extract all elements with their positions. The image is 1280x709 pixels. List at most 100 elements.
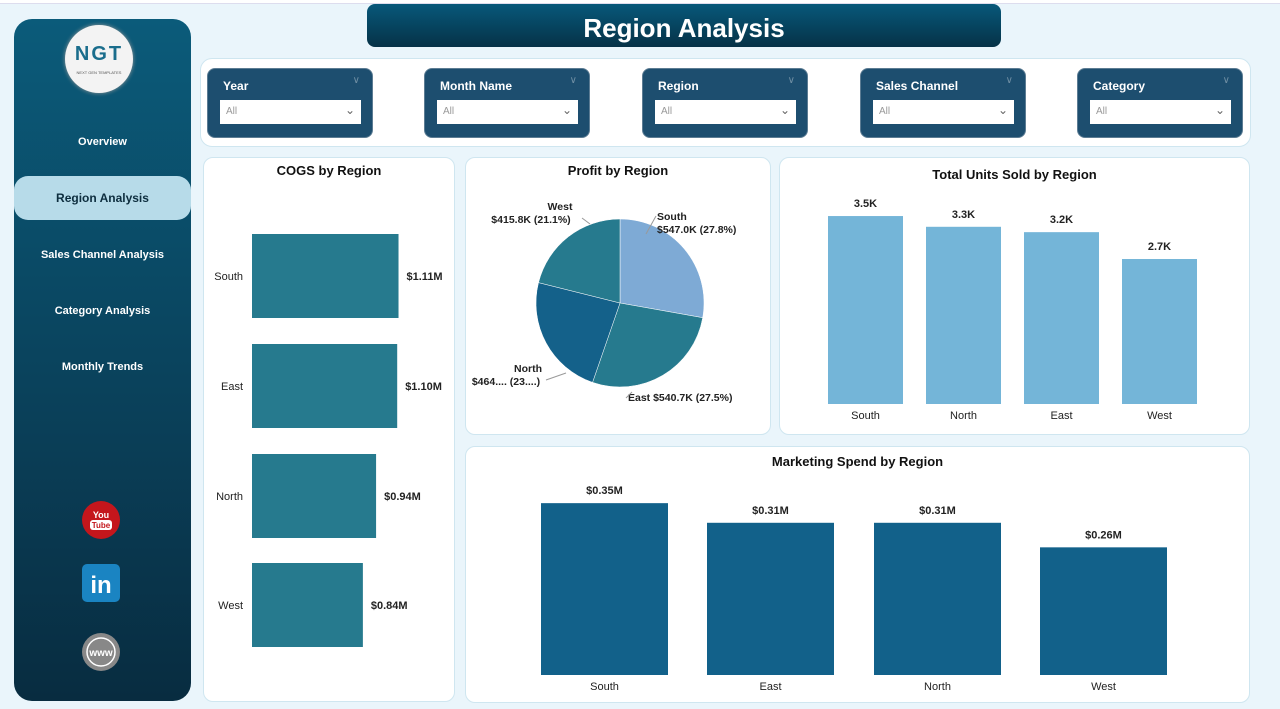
units-bar [1024, 232, 1099, 404]
svg-text:You: You [93, 510, 109, 520]
svg-text:in: in [90, 572, 111, 599]
logo: NGT NEXT GEN TEMPLATES [65, 25, 133, 93]
marketing-category-label: South [590, 681, 619, 693]
filter-dropdown[interactable]: All ⌄ [437, 100, 578, 124]
units-category-label: South [851, 410, 880, 422]
marketing-data-label: $0.26M [1085, 529, 1122, 541]
marketing-category-label: West [1091, 681, 1116, 693]
cogs-category-label: East [221, 381, 243, 393]
chevron-down-icon[interactable]: ∨ [1222, 75, 1230, 86]
chevron-down-icon: ⌄ [1214, 103, 1225, 117]
pie-data-label: West $415.8K (21.1%) [491, 201, 573, 226]
filter-month-name[interactable]: Month Name ∨ All ⌄ [424, 68, 590, 138]
units-category-label: West [1147, 410, 1172, 422]
cogs-chart: South $1.11M East $1.10M North $0.94M West $0.8… [214, 234, 443, 647]
chevron-down-icon[interactable]: ∨ [352, 75, 360, 86]
pie-slice-east [592, 302, 703, 388]
chevron-down-icon: ⌄ [561, 103, 572, 117]
website-icon[interactable]: www [81, 632, 121, 672]
pie-slice-south [619, 218, 705, 318]
svg-text:Tube: Tube [92, 521, 111, 530]
profit-card: Profit by Region South $547.0K (27.8%) Eas… [465, 157, 771, 435]
pie-leader-line [625, 391, 633, 399]
chevron-down-icon: ⌄ [779, 103, 790, 117]
filter-value: All [661, 106, 673, 117]
pie-data-label: South $547.0K (27.8%) [657, 211, 736, 236]
page-title: Region Analysis [367, 4, 1001, 47]
chevron-down-icon[interactable]: ∨ [1005, 75, 1013, 86]
marketing-category-label: North [924, 681, 951, 693]
units-title: Total Units Sold by Region [932, 167, 1097, 182]
filter-category[interactable]: Category ∨ All ⌄ [1077, 68, 1243, 138]
profit-title: Profit by Region [567, 163, 669, 178]
marketing-data-label: $0.31M [919, 505, 956, 517]
cogs-data-label: $1.11M [407, 271, 443, 283]
cogs-category-label: South [214, 271, 243, 283]
units-data-label: 3.5K [854, 198, 877, 210]
youtube-icon[interactable]: You Tube [81, 500, 121, 540]
cogs-category-label: West [218, 600, 243, 612]
sidebar: NGT NEXT GEN TEMPLATES Overview Region A… [14, 19, 191, 701]
cogs-category-label: North [216, 491, 243, 503]
filter-value: All [879, 106, 891, 117]
filter-dropdown[interactable]: All ⌄ [873, 100, 1014, 124]
units-bar [828, 216, 903, 404]
nav-category-analysis[interactable]: Category Analysis [54, 305, 151, 317]
units-bar [926, 226, 1001, 404]
marketing-bar [541, 503, 668, 675]
filter-year[interactable]: Year ∨ All ⌄ [207, 68, 373, 138]
linkedin-icon[interactable]: in [81, 563, 121, 603]
filter-value: All [226, 106, 238, 117]
cogs-data-label: $0.84M [371, 600, 408, 612]
cogs-bar [252, 344, 398, 428]
units-data-label: 3.3K [952, 209, 975, 221]
filter-dropdown[interactable]: All ⌄ [220, 100, 361, 124]
pie-leader-line [545, 372, 567, 381]
cogs-data-label: $1.10M [405, 381, 442, 393]
filter-dropdown[interactable]: All ⌄ [1090, 100, 1231, 124]
filter-label: Sales Channel [876, 79, 959, 93]
units-card: Total Units Sold by Region 3.5K South 3.3K… [779, 157, 1250, 435]
pie-leader-line [645, 215, 657, 235]
cogs-bar [252, 454, 377, 538]
chevron-down-icon[interactable]: ∨ [787, 75, 795, 86]
units-category-label: East [1050, 410, 1072, 422]
filter-label: Month Name [440, 79, 512, 93]
pie-data-label: East $540.7K (27.5%) [628, 392, 732, 404]
cogs-title: COGS by Region [276, 163, 382, 178]
units-bar [1122, 259, 1197, 404]
nav-overview[interactable]: Overview [78, 136, 127, 148]
marketing-data-label: $0.35M [586, 485, 623, 497]
svg-text:www: www [88, 648, 113, 659]
marketing-chart: $0.35M South $0.31M East $0.31M North $0.26M We… [541, 485, 1167, 693]
pie-slice-west [538, 218, 621, 304]
filter-label: Region [658, 79, 699, 93]
filter-label: Category [1093, 79, 1146, 93]
filter-label: Year [223, 79, 249, 93]
chevron-down-icon[interactable]: ∨ [569, 75, 577, 86]
cogs-card: COGS by Region South $1.11M East $1.10M Nort… [203, 157, 455, 702]
nav-sales-channel-analysis[interactable]: Sales Channel Analysis [40, 249, 165, 261]
filter-sales-channel[interactable]: Sales Channel ∨ All ⌄ [860, 68, 1026, 138]
chevron-down-icon: ⌄ [997, 103, 1008, 117]
profit-chart: South $547.0K (27.8%) East $540.7K (27.5%)… [472, 201, 737, 404]
units-category-label: North [950, 410, 977, 422]
marketing-title: Marketing Spend by Region [771, 454, 944, 469]
filter-value: All [1096, 106, 1108, 117]
filter-panel: Year ∨ All ⌄ Month Name ∨ All ⌄ Region ∨ All ⌄ Sales… [200, 58, 1251, 147]
marketing-bar [707, 522, 834, 675]
nav-region-analysis[interactable]: Region Analysis [14, 176, 191, 220]
units-chart: 3.5K South 3.3K North 3.2K East 2.7K West [828, 198, 1197, 422]
filter-dropdown[interactable]: All ⌄ [655, 100, 796, 124]
pie-slice-north [535, 282, 621, 383]
pie-data-label: North $464.... (23....) [472, 363, 542, 388]
marketing-bar [874, 522, 1001, 675]
cogs-bar [252, 563, 363, 647]
cogs-data-label: $0.94M [384, 491, 421, 503]
cogs-bar [252, 234, 399, 318]
nav-monthly-trends[interactable]: Monthly Trends [61, 361, 144, 373]
marketing-category-label: East [759, 681, 781, 693]
marketing-bar [1040, 547, 1167, 675]
units-data-label: 2.7K [1148, 241, 1171, 253]
filter-region[interactable]: Region ∨ All ⌄ [642, 68, 808, 138]
